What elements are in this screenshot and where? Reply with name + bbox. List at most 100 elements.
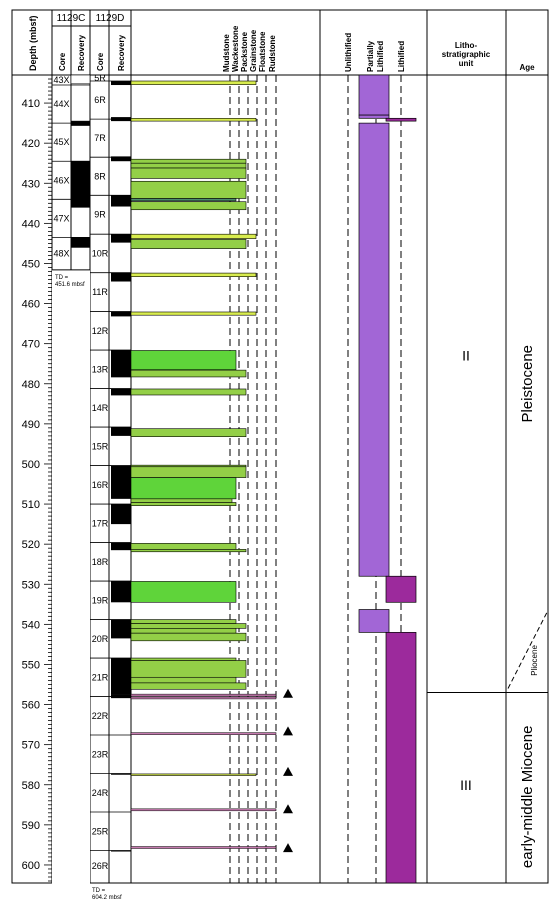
hole-c-recovery-block bbox=[70, 74, 91, 85]
age-pleistocene: Pleistocene bbox=[519, 345, 536, 423]
hole-d-recovery-block bbox=[111, 773, 131, 775]
texture-bed bbox=[130, 158, 247, 164]
age-header: Age bbox=[519, 63, 535, 72]
triangle-marker bbox=[283, 688, 293, 698]
texture-bed bbox=[130, 628, 237, 634]
texture-bed bbox=[130, 311, 257, 316]
depth-tick-label: 540 bbox=[22, 619, 40, 631]
texture-beds bbox=[130, 80, 293, 853]
age-column: Pleistocene early-middle Miocene Pliocene bbox=[507, 345, 549, 869]
texture-bed bbox=[130, 543, 237, 550]
depth-tick-label: 460 bbox=[22, 299, 40, 311]
thin-bed bbox=[130, 696, 277, 700]
hole-1129c-column: 43X 44X 45X 46X 47X 48X TD =451.6 mbsf bbox=[52, 74, 91, 288]
hole-d-core-name: 14R bbox=[92, 403, 109, 413]
depth-tick-label: 580 bbox=[22, 780, 40, 792]
unit-header-line: unit bbox=[459, 59, 474, 68]
hole-c-core-name: 47X bbox=[53, 213, 69, 223]
hole-d-core-name: 26R bbox=[92, 861, 109, 871]
hole-d-core-name: 24R bbox=[92, 788, 109, 798]
hole-d-core-name: 20R bbox=[92, 634, 109, 644]
hole-d-core-name: 21R bbox=[92, 672, 109, 682]
texture-bed bbox=[130, 80, 257, 85]
hole-d-core-name: 17R bbox=[92, 518, 109, 528]
texture-label-rudstone: Rudstone bbox=[268, 35, 277, 72]
hole-d-core-name: 23R bbox=[92, 749, 109, 759]
depth-tick-label: 450 bbox=[22, 258, 40, 270]
texture-bed bbox=[130, 477, 237, 500]
hole-d-core-name: 8R bbox=[94, 171, 106, 181]
lithified-label: Lithified bbox=[397, 41, 406, 72]
texture-bed bbox=[130, 619, 237, 624]
texture-bed bbox=[130, 167, 247, 179]
hole-d-recovery-block bbox=[111, 542, 131, 551]
texture-label-wackestone: Wackestone bbox=[231, 25, 240, 72]
header-labels: Depth (mbsf) 1129C 1129D Core Recovery Core Re… bbox=[28, 13, 535, 72]
hole-d-recovery-block bbox=[111, 658, 131, 695]
hole-d-label: 1129D bbox=[96, 13, 125, 24]
hole-d-recovery-block bbox=[111, 850, 131, 852]
hole-c-recovery-block bbox=[70, 237, 91, 248]
triangle-marker bbox=[283, 726, 293, 736]
texture-bed bbox=[130, 502, 237, 506]
depth-tick-label: 470 bbox=[22, 339, 40, 351]
depth-tick-label: 530 bbox=[22, 579, 40, 591]
hole-d-td-label: 604.2 mbsf bbox=[92, 895, 122, 900]
hole-d-recovery-label: Recovery bbox=[117, 34, 126, 71]
unlithified-label: Unlithified bbox=[344, 33, 353, 72]
thin-bed bbox=[130, 808, 277, 812]
texture-bed bbox=[130, 682, 247, 690]
hole-1129d-column: 5R 6R 7R 8R 9R 10R 11R 12R 13R 14R 15R 16R 17R 18R 19R… bbox=[90, 73, 131, 900]
texture-bed bbox=[130, 369, 247, 378]
hole-d-core-name: 15R bbox=[92, 441, 109, 451]
hole-c-recovery-label: Recovery bbox=[77, 34, 86, 71]
lithification-interval bbox=[358, 74, 390, 116]
hole-d-core-name: 16R bbox=[92, 480, 109, 490]
hole-d-core-name: 25R bbox=[92, 826, 109, 836]
texture-bed bbox=[130, 118, 257, 122]
hole-d-recovery-block bbox=[111, 465, 131, 499]
hole-d-recovery-block bbox=[111, 195, 131, 207]
texture-bed bbox=[130, 676, 237, 684]
hole-c-td-label: 451.6 mbsf bbox=[55, 282, 85, 288]
figure-frame bbox=[11, 9, 549, 884]
depth-tick-label: 510 bbox=[22, 499, 40, 511]
texture-bed bbox=[130, 233, 257, 239]
hole-d-recovery-block bbox=[111, 272, 131, 282]
hole-d-core-name: 10R bbox=[92, 248, 109, 258]
depth-axis: 410 420 430 440 450 460 470 480 490 500 510 520 530 5… bbox=[22, 78, 52, 882]
depth-tick-label: 480 bbox=[22, 379, 40, 391]
hole-c-core-name: 43X bbox=[53, 75, 69, 85]
hole-d-core-name: 6R bbox=[94, 95, 106, 105]
texture-bed bbox=[130, 660, 247, 678]
texture-bed bbox=[130, 466, 247, 478]
triangle-marker bbox=[283, 843, 293, 853]
age-miocene: early-middle Miocene bbox=[519, 726, 536, 869]
texture-label-grainstone: Grainstone bbox=[249, 29, 258, 72]
texture-bed bbox=[130, 498, 233, 503]
depth-tick-label: 550 bbox=[22, 659, 40, 671]
hole-c-core-name: 45X bbox=[53, 137, 69, 147]
lithification-interval bbox=[385, 632, 417, 884]
texture-label-floatstone: Floatstone bbox=[258, 31, 267, 72]
hole-d-recovery-block bbox=[111, 694, 131, 699]
hole-d-recovery-block bbox=[111, 311, 131, 317]
hole-c-core-label: Core bbox=[58, 52, 67, 71]
partially-lithified-label: Partially bbox=[366, 40, 375, 72]
hole-c-recovery-block bbox=[70, 160, 91, 208]
thin-bed bbox=[130, 732, 277, 735]
texture-bed bbox=[130, 388, 247, 396]
lithification-interval bbox=[358, 609, 390, 633]
lithification-interval bbox=[385, 575, 417, 603]
thin-bed bbox=[130, 693, 277, 697]
partially-lithified-label-2: Lithified bbox=[376, 41, 385, 72]
hole-d-recovery-block bbox=[111, 117, 131, 122]
texture-bed bbox=[130, 657, 237, 661]
texture-label-mudstone: Mudstone bbox=[222, 34, 231, 72]
lithification-interval bbox=[358, 114, 390, 119]
depth-tick-label: 520 bbox=[22, 539, 40, 551]
hole-c-below-td bbox=[52, 269, 90, 884]
lithification-interval bbox=[385, 117, 417, 122]
outer-border bbox=[11, 9, 549, 884]
